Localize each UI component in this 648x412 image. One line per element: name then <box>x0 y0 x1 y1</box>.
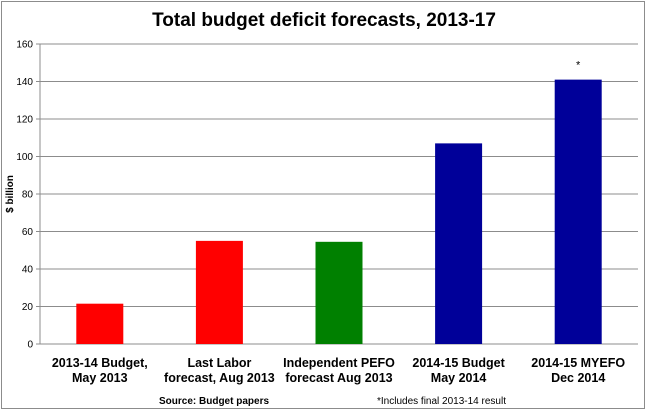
y-tick-label: 0 <box>27 340 33 351</box>
x-tick-label: Independent PEFO <box>283 356 395 370</box>
x-tick-label: 2014-15 Budget <box>412 356 505 370</box>
chart-title: Total budget deficit forecasts, 2013-17 <box>152 10 496 31</box>
y-tick-label: 140 <box>16 77 33 88</box>
y-tick-label: 80 <box>22 190 34 201</box>
bar-annotation: * <box>576 60 581 72</box>
x-tick-label: forecast, Aug 2013 <box>164 371 275 385</box>
bar <box>195 240 243 344</box>
bar <box>435 143 483 344</box>
x-tick-label: Dec 2014 <box>551 371 605 385</box>
y-tick-label: 120 <box>16 115 33 126</box>
y-tick-label: 160 <box>16 40 33 51</box>
x-tick-label: forecast Aug 2013 <box>285 371 392 385</box>
y-tick-label: 40 <box>22 265 34 276</box>
y-tick-label: 60 <box>22 227 34 238</box>
source-note: Source: Budget papers <box>159 396 270 407</box>
x-tick-label: May 2013 <box>72 371 128 385</box>
x-tick-label: 2014-15 MYEFO <box>531 356 625 370</box>
x-tick-label: May 2014 <box>431 371 487 385</box>
bar <box>554 79 602 344</box>
y-axis-label: $ billion <box>5 175 16 213</box>
bar <box>315 241 363 344</box>
bar <box>76 303 124 344</box>
y-tick-label: 20 <box>22 302 34 313</box>
footnote: *Includes final 2013-14 result <box>377 396 506 407</box>
x-tick-label: Last Labor <box>187 356 251 370</box>
y-tick-label: 100 <box>16 152 33 163</box>
x-tick-label: 2013-14 Budget, <box>52 356 148 370</box>
